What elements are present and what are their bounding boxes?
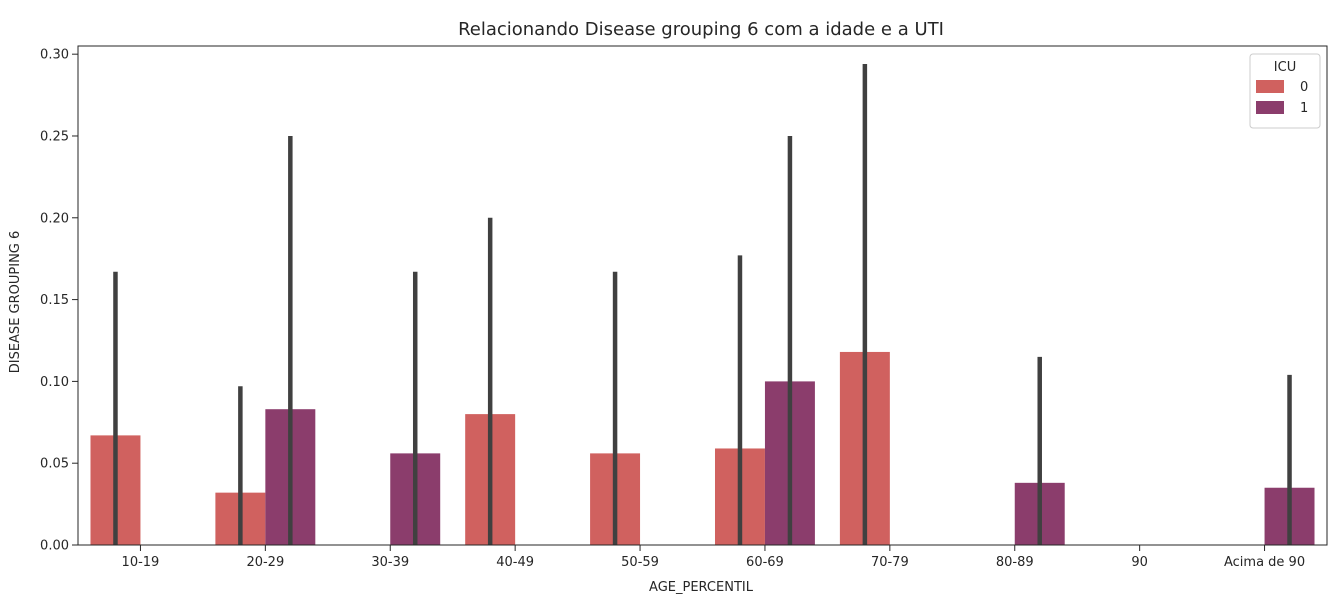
y-tick-label: 0.20 bbox=[40, 211, 69, 226]
x-tick-label: 60-69 bbox=[746, 555, 784, 570]
x-tick-label: 80-89 bbox=[996, 555, 1034, 570]
legend: ICU 0 1 bbox=[1249, 53, 1321, 129]
chart-title: Relacionando Disease grouping 6 com a id… bbox=[458, 19, 944, 40]
y-tick-label: 0.10 bbox=[40, 375, 69, 390]
bars-layer bbox=[90, 351, 1315, 545]
x-tick-label: 40-49 bbox=[496, 555, 534, 570]
error-bars-layer bbox=[113, 63, 1292, 545]
y-tick-label: 0.05 bbox=[40, 457, 69, 472]
y-tick-label: 0.00 bbox=[40, 539, 69, 554]
x-tick-label: Acima de 90 bbox=[1224, 555, 1305, 570]
x-tick-label: 90 bbox=[1131, 555, 1148, 570]
y-axis-label: DISEASE GROUPING 6 bbox=[8, 231, 23, 374]
x-tick-label: 30-39 bbox=[371, 555, 409, 570]
y-tick-label: 0.25 bbox=[40, 129, 69, 144]
x-tick-label: 10-19 bbox=[122, 555, 160, 570]
x-axis-label: AGE_PERCENTIL bbox=[649, 580, 754, 595]
legend-label-0: 0 bbox=[1300, 80, 1308, 95]
x-tick-label: 20-29 bbox=[246, 555, 284, 570]
y-axis: 0.00 0.05 0.10 0.15 0.20 0.25 0.30 bbox=[40, 48, 78, 554]
y-tick-label: 0.15 bbox=[40, 293, 69, 308]
y-tick-label: 0.30 bbox=[40, 48, 69, 63]
legend-label-1: 1 bbox=[1300, 101, 1308, 116]
x-axis: 10-19 20-29 30-39 40-49 50-59 60-69 70-79 80-89… bbox=[122, 545, 1305, 570]
legend-title: ICU bbox=[1274, 60, 1296, 75]
x-tick-label: 70-79 bbox=[871, 555, 909, 570]
x-tick-label: 50-59 bbox=[621, 555, 659, 570]
legend-swatch-0 bbox=[1256, 80, 1284, 93]
plot-frame bbox=[77, 45, 1328, 546]
legend-swatch-1 bbox=[1256, 101, 1284, 114]
